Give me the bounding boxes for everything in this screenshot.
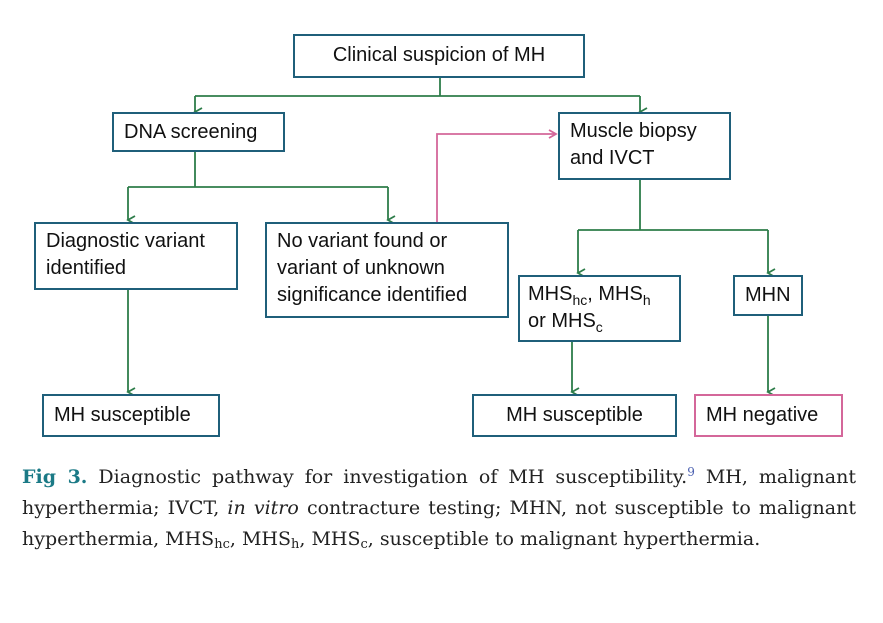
node-no-variant-line2: variant of unknown xyxy=(277,257,445,279)
caption-sub-h: h xyxy=(290,537,300,552)
connector-biopsy-split xyxy=(578,180,768,231)
node-no-variant: No variant found or variant of unknown s… xyxy=(265,222,509,318)
node-mhs-line1: MHShc, MHSh xyxy=(528,281,673,308)
mhs-sub-hc: hc xyxy=(572,292,588,308)
caption-text-3: contracture testing; MHN, not susceptibl… xyxy=(22,497,856,550)
caption-text-6: , susceptible to malignant hyperthermia. xyxy=(367,528,761,550)
node-diagnostic-variant: Diagnostic variant identified xyxy=(34,222,238,290)
node-dna-screening-label: DNA screening xyxy=(124,121,258,143)
node-mh-negative-label: MH negative xyxy=(706,404,819,426)
node-mhs: MHShc, MHSh or MHSc xyxy=(518,275,681,342)
mhs-text-3: or MHS xyxy=(528,310,596,332)
node-diagnostic-variant-line1: Diagnostic variant xyxy=(46,230,205,252)
node-diagnostic-variant-line2: identified xyxy=(46,257,127,279)
node-mhs-line2: or MHSc xyxy=(528,308,673,335)
node-no-variant-line1: No variant found or xyxy=(277,230,448,252)
caption-sub-c: c xyxy=(360,537,368,552)
connector-dna-split xyxy=(128,152,388,188)
caption-text-5: , MHS xyxy=(299,528,361,550)
figure-caption: Fig 3. Diagnostic pathway for investigat… xyxy=(22,462,856,555)
node-muscle-biopsy-line2: and IVCT xyxy=(570,147,655,169)
caption-figure-number: Fig 3. xyxy=(22,466,88,488)
node-mh-negative: MH negative xyxy=(694,394,843,437)
node-muscle-biopsy-line1: Muscle biopsy xyxy=(570,120,697,142)
node-mhn-label: MHN xyxy=(745,284,791,306)
arrow-no-variant-to-biopsy xyxy=(436,129,558,222)
mhs-text-2: , MHS xyxy=(587,283,643,305)
caption-reference: 9 xyxy=(687,465,695,479)
node-mh-susceptible-right-label: MH susceptible xyxy=(506,404,643,426)
caption-sub-hc: hc xyxy=(214,537,230,552)
node-no-variant-line3: significance identified xyxy=(277,284,468,306)
node-mh-susceptible-right: MH susceptible xyxy=(472,394,677,437)
mhs-sub-c: c xyxy=(595,319,603,335)
caption-text-1: Diagnostic pathway for investigation of … xyxy=(87,466,688,488)
connector-clinical-split xyxy=(195,78,640,97)
node-muscle-biopsy: Muscle biopsy and IVCT xyxy=(558,112,731,180)
node-mh-susceptible-left: MH susceptible xyxy=(42,394,220,437)
node-clinical-suspicion-label: Clinical suspicion of MH xyxy=(332,44,546,66)
caption-italic: in vitro xyxy=(227,497,299,519)
node-clinical-suspicion: Clinical suspicion of MH xyxy=(293,34,585,78)
mhs-sub-h: h xyxy=(642,292,651,308)
connector-layer xyxy=(126,78,776,397)
node-dna-screening: DNA screening xyxy=(112,112,285,152)
mhs-text-1: MHS xyxy=(528,283,573,305)
caption-text-2: MH, malignant hyperthermia; IVCT, xyxy=(22,466,856,519)
node-mhn: MHN xyxy=(733,275,803,316)
caption-text-4: , MHS xyxy=(229,528,291,550)
node-mh-susceptible-left-label: MH susceptible xyxy=(54,404,191,426)
